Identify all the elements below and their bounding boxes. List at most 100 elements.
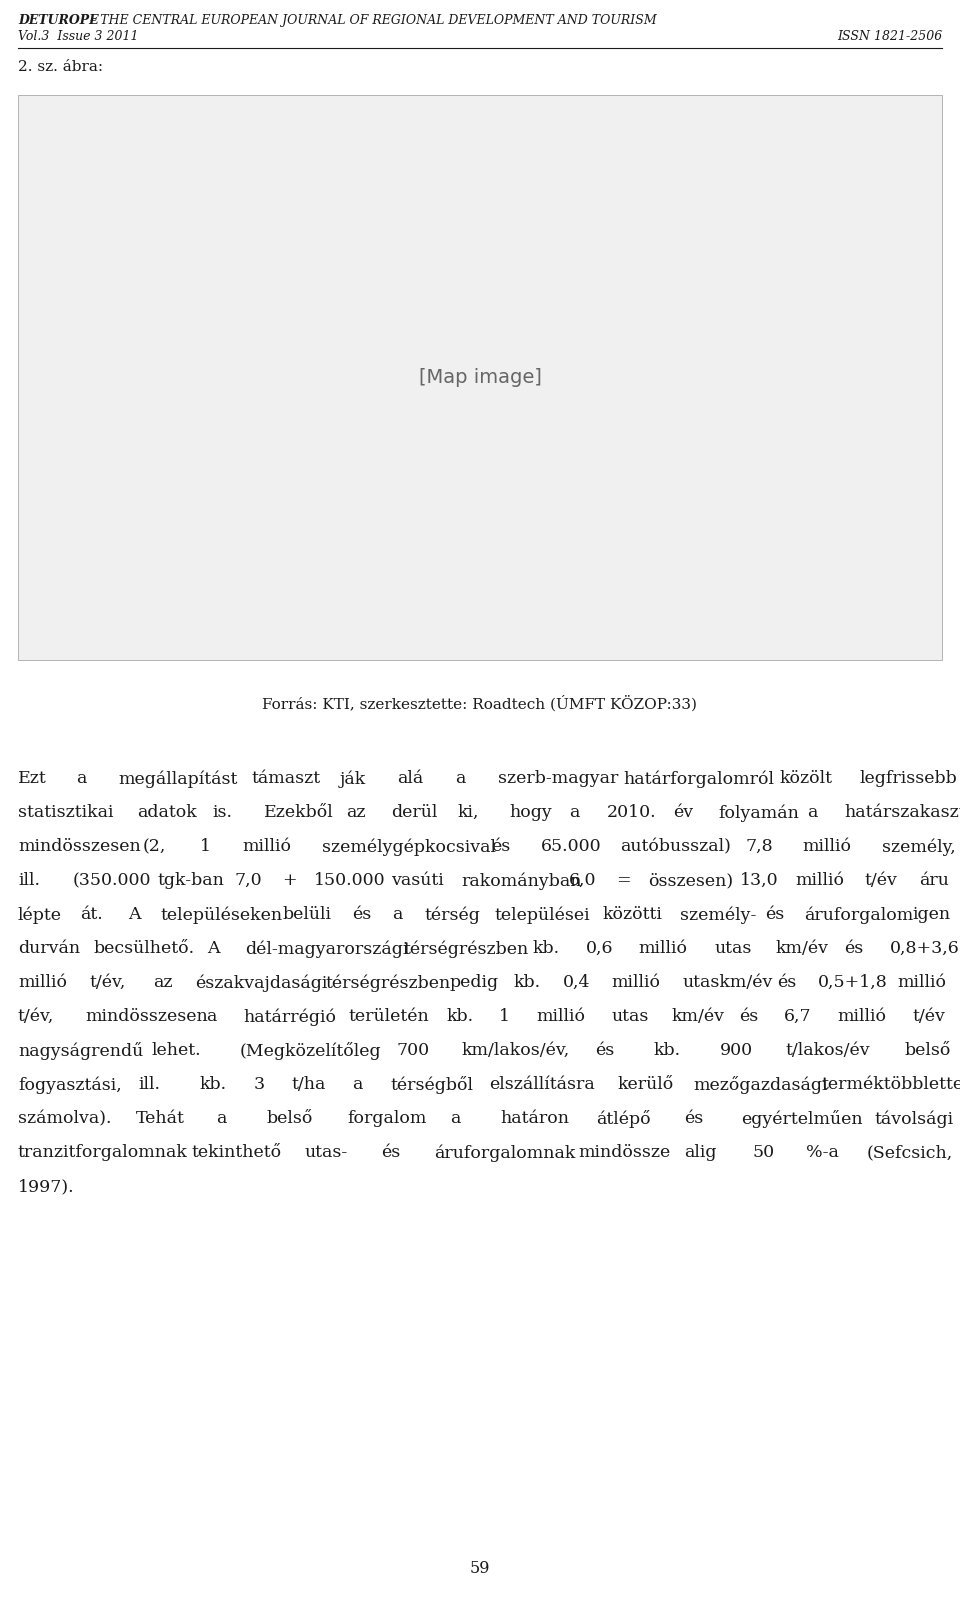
- Text: 1: 1: [200, 838, 211, 855]
- Text: millió: millió: [18, 974, 67, 991]
- Text: a: a: [76, 771, 86, 787]
- Text: fogyasztási,: fogyasztási,: [18, 1076, 122, 1094]
- Text: 13,0: 13,0: [740, 871, 779, 889]
- Text: és: és: [595, 1043, 614, 1059]
- Text: a: a: [352, 1076, 363, 1094]
- Text: a: a: [216, 1110, 227, 1127]
- Text: és: és: [684, 1110, 703, 1127]
- Text: km/év: km/év: [672, 1007, 725, 1025]
- Bar: [18, 94, 942, 660]
- Text: t/lakos/év: t/lakos/év: [786, 1043, 871, 1059]
- Text: kb.: kb.: [532, 940, 560, 956]
- Text: 900: 900: [720, 1043, 754, 1059]
- Text: millió: millió: [537, 1007, 586, 1025]
- Text: (350.000: (350.000: [73, 871, 152, 889]
- Text: kb.: kb.: [446, 1007, 473, 1025]
- Text: mindössze: mindössze: [578, 1143, 670, 1161]
- Text: a: a: [455, 771, 466, 787]
- Text: és: és: [739, 1007, 758, 1025]
- Text: 0,8+3,6: 0,8+3,6: [890, 940, 959, 956]
- Text: (Sefcsich,: (Sefcsich,: [867, 1143, 953, 1161]
- Text: átlépő: átlépő: [596, 1110, 651, 1127]
- Text: 50: 50: [753, 1143, 775, 1161]
- Text: A: A: [128, 907, 140, 923]
- Text: mezőgazdasági: mezőgazdasági: [693, 1076, 828, 1094]
- Text: és: és: [844, 940, 863, 956]
- Text: nagyságrendű: nagyságrendű: [18, 1043, 143, 1060]
- Text: a: a: [450, 1110, 461, 1127]
- Text: és: és: [381, 1143, 400, 1161]
- Text: lépte: lépte: [18, 907, 62, 924]
- Text: utas: utas: [714, 940, 752, 956]
- Text: kb.: kb.: [200, 1076, 227, 1094]
- Text: derül: derül: [391, 804, 437, 820]
- Text: ISSN 1821-2506: ISSN 1821-2506: [837, 30, 942, 43]
- Text: pedig: pedig: [450, 974, 499, 991]
- Text: térségrészben: térségrészben: [404, 940, 529, 958]
- Text: utas: utas: [612, 1007, 649, 1025]
- Text: megállapítást: megállapítást: [119, 771, 238, 787]
- Text: áru: áru: [920, 871, 949, 889]
- Text: térség: térség: [425, 907, 481, 924]
- Text: A: A: [207, 940, 220, 956]
- Text: 1997).: 1997).: [18, 1178, 75, 1194]
- Text: szerb-magyar: szerb-magyar: [498, 771, 618, 787]
- Text: dél-magyarországi: dél-magyarországi: [246, 940, 409, 958]
- Text: hogy: hogy: [510, 804, 553, 820]
- Text: 59: 59: [469, 1561, 491, 1577]
- Text: határon: határon: [500, 1110, 569, 1127]
- Text: mindösszesen: mindösszesen: [18, 838, 141, 855]
- Text: t/év,: t/év,: [18, 1007, 55, 1025]
- Text: autóbusszal): autóbusszal): [620, 838, 732, 855]
- Text: támaszt: támaszt: [252, 771, 321, 787]
- Text: Ezekből: Ezekből: [264, 804, 334, 820]
- Text: millió: millió: [897, 974, 946, 991]
- Text: mindösszesen: mindösszesen: [85, 1007, 208, 1025]
- Text: km/lakos/év,: km/lakos/év,: [462, 1043, 570, 1059]
- Text: települései: települései: [495, 907, 590, 924]
- Text: folyamán: folyamán: [718, 804, 799, 822]
- Text: közötti: közötti: [602, 907, 662, 923]
- Text: Ezt: Ezt: [18, 771, 47, 787]
- Text: Forrás: KTI, szerkesztette: Roadtech (ÚMFT KÖZOP:33): Forrás: KTI, szerkesztette: Roadtech (ÚM…: [262, 696, 698, 712]
- Text: az: az: [347, 804, 366, 820]
- Text: millió: millió: [242, 838, 291, 855]
- Text: t/ha: t/ha: [292, 1076, 326, 1094]
- Text: rakományban: rakományban: [461, 871, 582, 889]
- Text: 6,7: 6,7: [784, 1007, 812, 1025]
- Text: személygépkocsival: személygépkocsival: [322, 838, 495, 855]
- Text: az: az: [154, 974, 173, 991]
- Text: statisztikai: statisztikai: [18, 804, 113, 820]
- Text: távolsági: távolsági: [875, 1110, 953, 1127]
- Text: 150.000: 150.000: [314, 871, 386, 889]
- Text: belső: belső: [904, 1043, 950, 1059]
- Text: belüli: belüli: [282, 907, 332, 923]
- Text: településeken: településeken: [160, 907, 282, 924]
- Text: tekinthető: tekinthető: [191, 1143, 281, 1161]
- Text: kb.: kb.: [514, 974, 540, 991]
- Text: közölt: közölt: [780, 771, 832, 787]
- Text: határszakaszt: határszakaszt: [845, 804, 960, 820]
- Text: 7,8: 7,8: [745, 838, 773, 855]
- Text: kb.: kb.: [654, 1043, 682, 1059]
- Text: terméktöbblettel: terméktöbblettel: [822, 1076, 960, 1094]
- Text: Tehát: Tehát: [136, 1110, 184, 1127]
- Text: 2. sz. ábra:: 2. sz. ábra:: [18, 61, 103, 74]
- Text: forgalom: forgalom: [348, 1110, 426, 1127]
- Text: is.: is.: [212, 804, 232, 820]
- Text: 0,6: 0,6: [586, 940, 612, 956]
- Text: 0,5+1,8: 0,5+1,8: [818, 974, 888, 991]
- Text: 6,0: 6,0: [568, 871, 596, 889]
- Text: személy-: személy-: [680, 907, 756, 924]
- Text: területén: területén: [348, 1007, 429, 1025]
- Text: millió: millió: [803, 838, 852, 855]
- Text: millió: millió: [837, 1007, 886, 1025]
- Text: ill.: ill.: [139, 1076, 161, 1094]
- Text: elszállításra: elszállításra: [490, 1076, 595, 1094]
- Text: belső: belső: [267, 1110, 313, 1127]
- Text: egyértelműen: egyértelműen: [741, 1110, 863, 1127]
- Text: számolva).: számolva).: [18, 1110, 111, 1127]
- Text: millió: millió: [638, 940, 687, 956]
- Text: [Map image]: [Map image]: [419, 368, 541, 387]
- Text: DETUROPE: DETUROPE: [18, 14, 99, 27]
